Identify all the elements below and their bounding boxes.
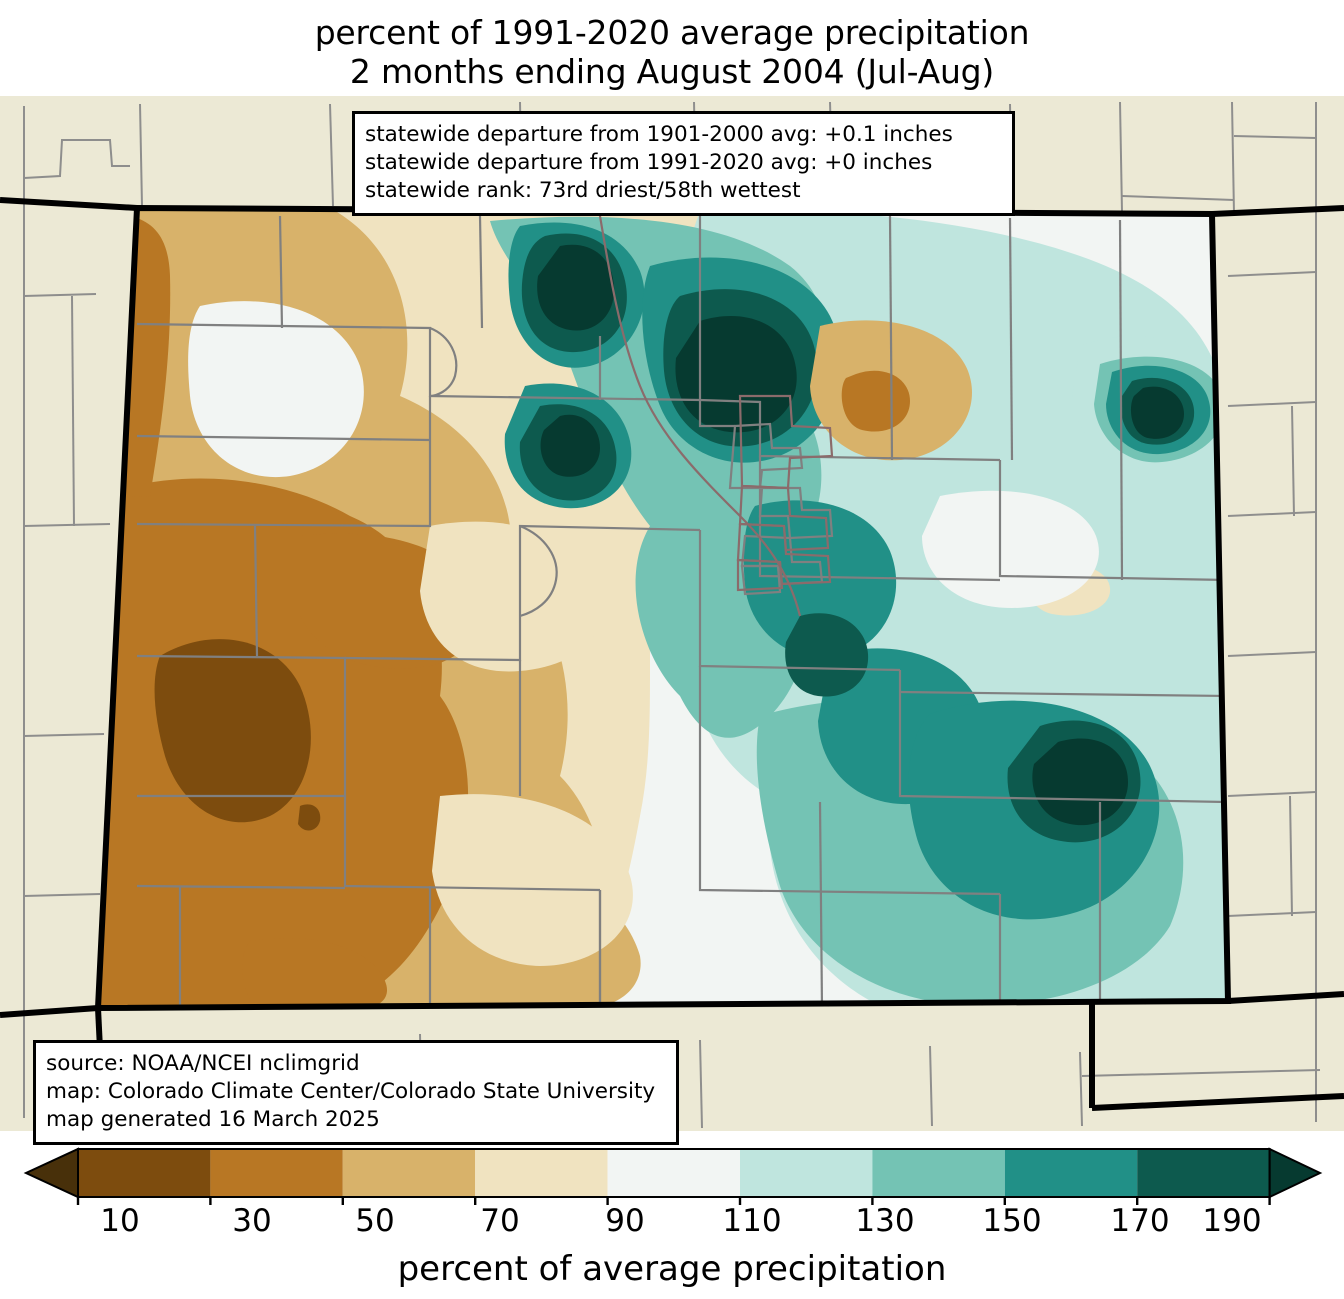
stats-line-2: statewide departure from 1991-2020 avg: … xyxy=(365,149,933,175)
band-over-190-n xyxy=(675,316,797,433)
source-line-2: map: Colorado Climate Center/Colorado St… xyxy=(46,1078,656,1104)
colorbar-over-arrow xyxy=(1268,1147,1323,1199)
stats-line-3: statewide rank: 73rd driest/58th wettest xyxy=(365,177,801,203)
county-boundaries xyxy=(136,215,1228,1008)
band-over-190-ne xyxy=(1130,386,1184,439)
source-line-3: map generated 16 March 2025 xyxy=(46,1106,380,1132)
colorbar-tick-50: 50 xyxy=(355,1203,395,1239)
colorbar-band-50-70 xyxy=(342,1149,476,1197)
colorbar-tick-70: 70 xyxy=(480,1203,520,1239)
adjacent-state-borders xyxy=(0,197,1344,1131)
band-over-190-nw xyxy=(537,244,615,331)
colorbar-band-150-170 xyxy=(1004,1149,1138,1197)
statewide-stats-box: statewide departure from 1901-2000 avg: … xyxy=(352,111,1015,216)
colorbar-tick-90: 90 xyxy=(605,1203,645,1239)
colorbar-tick-labels: 10 30 50 70 90 110 130 150 170 190 xyxy=(0,1203,1344,1243)
precip-contour-field xyxy=(98,208,1228,1008)
colorbar-tick-150: 150 xyxy=(982,1203,1042,1239)
band-10-30-core xyxy=(154,639,311,823)
page-title: percent of 1991-2020 average precipitati… xyxy=(0,13,1344,92)
title-line-2: 2 months ending August 2004 (Jul-Aug) xyxy=(349,51,995,91)
source-line-1: source: NOAA/NCEI nclimgrid xyxy=(46,1051,360,1076)
colorbar-band-30-50 xyxy=(210,1149,343,1197)
band-70-90-pocket-south xyxy=(432,794,633,966)
colorbar-outline xyxy=(77,1148,1271,1198)
band-30-50-south-pocket xyxy=(242,937,388,1008)
band-70-90-pocket-ncentral xyxy=(420,521,604,672)
colorbar-tick-30: 30 xyxy=(232,1203,272,1239)
colorbar-tick-130: 130 xyxy=(855,1203,915,1239)
colorbar-swatches xyxy=(23,1147,1323,1211)
colorbar-band-90-110 xyxy=(607,1149,740,1197)
colorbar-axis-label: percent of average precipitation xyxy=(397,1249,947,1289)
metro-boundaries xyxy=(598,215,834,617)
band-150-170-frontrange xyxy=(743,500,897,658)
colorbar-band-10-30 xyxy=(78,1149,211,1197)
band-170-190-central xyxy=(785,613,869,697)
near-average-pocket-nw xyxy=(188,301,364,478)
colorbar-band-170-190 xyxy=(1137,1149,1270,1197)
colorbar-tick-190: 190 xyxy=(1202,1203,1262,1239)
dry-island-ne-core xyxy=(841,370,910,432)
colorbar-under-arrow xyxy=(23,1147,79,1199)
neighbor-boundaries xyxy=(23,101,1321,1129)
colorbar: 10 30 50 70 90 110 130 150 170 190 perce… xyxy=(0,1145,1344,1299)
colorbar-tick-10: 10 xyxy=(100,1203,140,1239)
stats-line-1: statewide departure from 1901-2000 avg: … xyxy=(365,122,953,147)
colorbar-band-70-90 xyxy=(475,1149,608,1197)
title-line-1: percent of 1991-2020 average precipitati… xyxy=(314,13,1030,52)
colorbar-tick-170: 170 xyxy=(1110,1203,1170,1239)
source-credits-box: source: NOAA/NCEI nclimgrid map: Colorad… xyxy=(33,1040,679,1145)
colorbar-band-110-130 xyxy=(740,1149,873,1197)
colorado-precipitation-map xyxy=(0,96,1344,1131)
colorbar-tick-110: 110 xyxy=(722,1203,782,1239)
band-over-190-nw2 xyxy=(540,414,600,477)
map-canvas[interactable] xyxy=(0,96,1344,1131)
band-over-190-se xyxy=(1032,738,1128,826)
colorbar-band-130-150 xyxy=(872,1149,1005,1197)
band-10-30-dot xyxy=(298,804,321,831)
